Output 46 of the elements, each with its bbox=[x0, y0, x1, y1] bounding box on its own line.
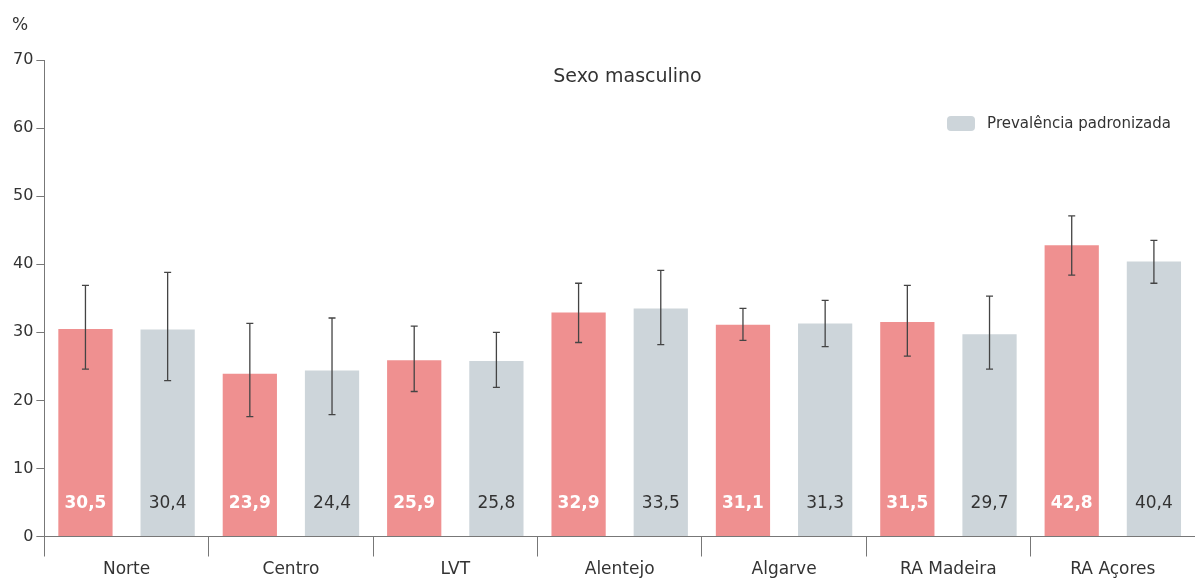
y-axis-title: % bbox=[12, 14, 29, 34]
chart-title: Sexo masculino bbox=[553, 64, 702, 86]
y-tick-label: 50 bbox=[13, 185, 34, 205]
data-label: 30,4 bbox=[148, 491, 187, 512]
data-label: 31,1 bbox=[721, 491, 764, 512]
bar bbox=[140, 329, 195, 536]
data-label: 32,9 bbox=[557, 491, 600, 512]
bar bbox=[798, 323, 853, 536]
data-label: 23,9 bbox=[228, 491, 271, 512]
y-tick-label: 0 bbox=[23, 525, 34, 545]
bar bbox=[715, 324, 771, 536]
legend-label: Prevalência padronizada bbox=[987, 114, 1171, 132]
data-label: 29,7 bbox=[970, 491, 1009, 512]
x-tick-label: Alentejo bbox=[584, 557, 655, 578]
bar bbox=[222, 373, 277, 536]
data-label: 31,5 bbox=[886, 491, 929, 512]
x-tick-label: RA Açores bbox=[1070, 557, 1156, 578]
x-tick-label: LVT bbox=[440, 557, 471, 578]
bar bbox=[551, 312, 606, 536]
data-label: 33,5 bbox=[641, 491, 680, 512]
y-tick-label: 10 bbox=[13, 457, 34, 477]
data-label: 42,8 bbox=[1050, 491, 1093, 512]
y-tick-label: 70 bbox=[13, 49, 34, 69]
data-label: 31,3 bbox=[806, 491, 845, 512]
bar bbox=[469, 360, 524, 536]
y-tick-label: 20 bbox=[13, 389, 34, 409]
bar bbox=[962, 334, 1017, 536]
y-tick-label: 60 bbox=[13, 117, 34, 137]
data-label: 24,4 bbox=[313, 491, 351, 512]
data-label: 40,4 bbox=[1134, 491, 1173, 512]
y-tick-label: 30 bbox=[13, 321, 34, 341]
x-tick-label: RA Madeira bbox=[900, 557, 997, 578]
bar bbox=[58, 328, 113, 536]
data-label: 25,8 bbox=[477, 491, 516, 512]
x-tick-label: Norte bbox=[102, 557, 151, 578]
bar bbox=[633, 308, 688, 536]
y-tick-label: 40 bbox=[13, 253, 34, 273]
bar bbox=[1044, 245, 1099, 536]
data-label: 25,9 bbox=[393, 491, 436, 512]
bar bbox=[880, 322, 935, 536]
bar bbox=[1126, 261, 1182, 536]
x-tick-label: Centro bbox=[262, 557, 320, 578]
bar bbox=[304, 370, 360, 536]
x-tick-label: Algarve bbox=[751, 557, 817, 578]
bar bbox=[387, 360, 442, 536]
data-label: 30,5 bbox=[64, 491, 107, 512]
